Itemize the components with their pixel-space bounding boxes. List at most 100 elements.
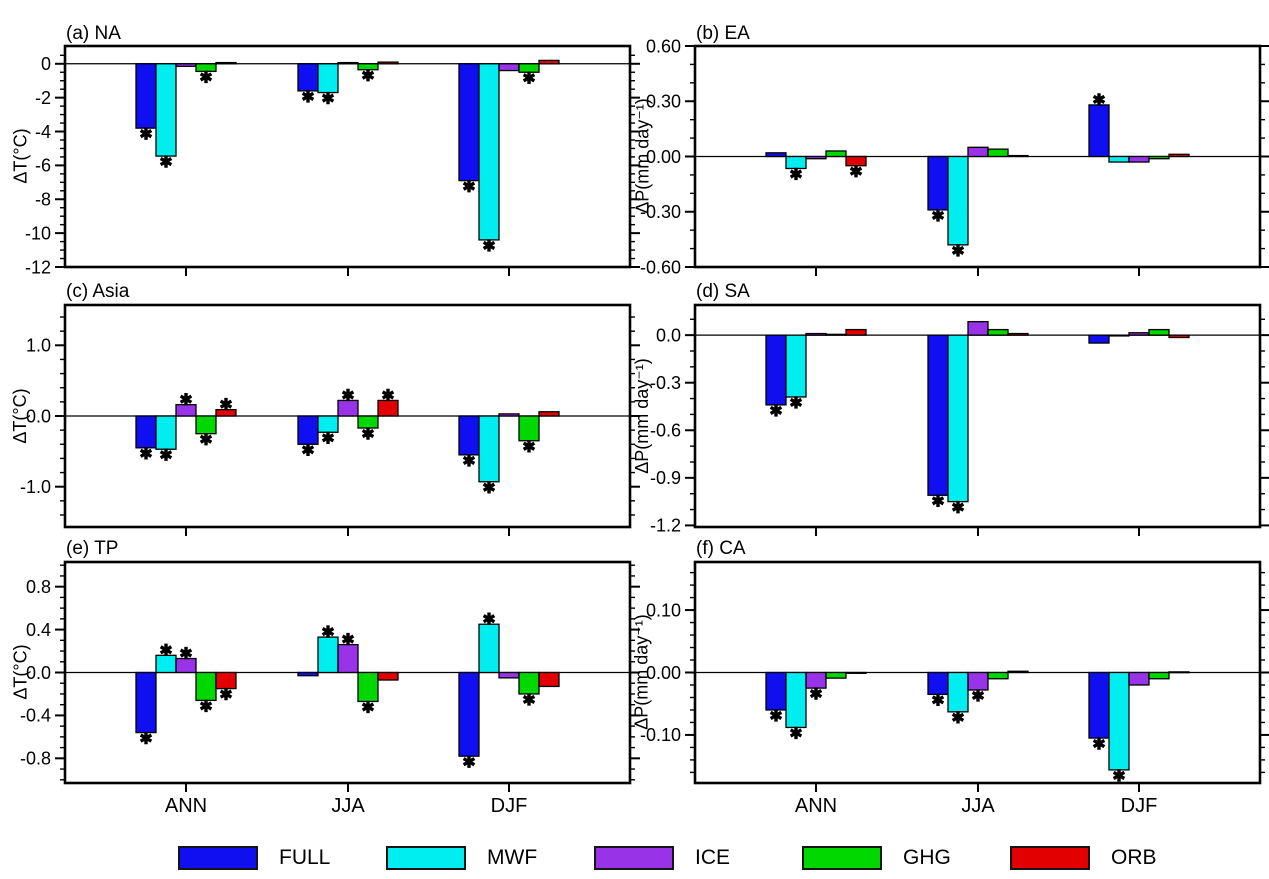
y-tick-label: 0.30 <box>646 92 681 112</box>
bar-e-ghg-ann <box>195 671 217 702</box>
bar-f-orb-jja <box>1007 670 1029 674</box>
bar-e-ghg-djf <box>518 671 540 695</box>
bar-a-ice-jja <box>337 61 359 65</box>
bar-c-full-jja <box>297 415 319 445</box>
x-tick-label-djf: DJF <box>491 795 528 817</box>
bar-f-ice-djf <box>1128 671 1150 686</box>
bar-a-mwf-djf <box>478 63 500 241</box>
bar-c-mwf-jja <box>317 415 339 433</box>
bar-a-ghg-jja <box>357 63 379 71</box>
sig-star-b-mwf-jja <box>951 244 965 257</box>
bar-c-orb-ann <box>215 408 237 417</box>
sig-star-a-mwf-ann <box>159 155 173 168</box>
bar-f-mwf-djf <box>1108 671 1130 771</box>
bar-b-ghg-jja <box>987 148 1009 158</box>
sig-star-f-full-djf <box>1092 737 1106 750</box>
sig-star-d-mwf-jja <box>951 500 965 514</box>
bar-c-mwf-ann <box>155 415 177 450</box>
bar-f-ice-ann <box>805 671 827 689</box>
bar-c-ghg-djf <box>518 415 540 442</box>
sig-star-d-full-jja <box>931 494 945 507</box>
bar-f-orb-djf <box>1168 671 1190 674</box>
bar-c-orb-djf <box>538 411 560 417</box>
bar-c-ice-djf <box>498 413 520 417</box>
bar-c-mwf-djf <box>478 415 500 483</box>
y-tick-label: -0.3 <box>650 373 681 393</box>
bar-d-orb-jja <box>1007 332 1029 336</box>
panel-title-b: (b) EA <box>696 23 750 44</box>
bar-a-ice-djf <box>498 63 520 72</box>
sig-star-c-orb-ann <box>219 397 233 411</box>
bar-e-mwf-djf <box>478 623 500 674</box>
y-tick-label: -1.0 <box>20 477 51 497</box>
bar-b-full-ann <box>765 152 787 158</box>
panel-title-f: (f) CA <box>696 538 746 559</box>
panel-title-d: (d) SA <box>696 281 750 302</box>
y-tick-label: -10 <box>25 223 51 243</box>
bar-c-ghg-jja <box>357 415 379 429</box>
sig-star-e-ghg-djf <box>522 693 536 706</box>
y-tick-label: -0.8 <box>20 749 51 769</box>
sig-star-a-full-jja <box>301 90 315 103</box>
y-tick-label: 0 <box>41 54 51 74</box>
x-tick-label-djf: DJF <box>1121 795 1158 817</box>
y-tick-label: 0.60 <box>646 36 681 56</box>
bar-a-full-jja <box>297 63 319 92</box>
sig-star-a-mwf-djf <box>482 239 496 252</box>
bar-d-mwf-jja <box>947 334 969 503</box>
bar-b-orb-djf <box>1168 153 1190 158</box>
sig-star-f-mwf-ann <box>789 726 803 740</box>
x-tick-label-jja: JJA <box>961 795 995 817</box>
y-axis-label-b: ΔP(mm day⁻¹) <box>632 98 653 214</box>
y-tick-label: 0.8 <box>26 577 51 597</box>
bar-e-full-djf <box>458 671 480 757</box>
bar-a-orb-ann <box>215 61 237 65</box>
bar-d-ghg-jja <box>987 328 1009 336</box>
y-tick-label: -12 <box>25 257 51 277</box>
panel-title-a: (a) NA <box>66 23 121 44</box>
sig-star-e-ice-ann <box>179 646 193 660</box>
y-tick-label: 0.10 <box>646 600 681 620</box>
y-tick-label: 0.0 <box>26 663 51 683</box>
y-tick-label: 0.00 <box>646 147 681 167</box>
sig-star-f-mwf-djf <box>1112 769 1126 782</box>
bar-e-ice-ann <box>175 657 197 674</box>
bar-d-ghg-djf <box>1148 328 1170 336</box>
bar-b-ice-djf <box>1128 155 1150 163</box>
bar-a-orb-djf <box>538 59 560 65</box>
sig-star-e-full-ann <box>139 731 153 745</box>
bar-d-ghg-ann <box>825 333 847 336</box>
y-tick-label: -0.4 <box>20 706 51 726</box>
sig-star-c-full-djf <box>462 454 476 467</box>
bar-a-ghg-ann <box>195 63 217 73</box>
sig-star-e-full-djf <box>462 755 476 768</box>
sig-star-a-mwf-jja <box>321 91 335 105</box>
y-tick-label: 0.4 <box>26 620 51 640</box>
bar-b-ghg-djf <box>1148 155 1170 160</box>
bar-b-mwf-djf <box>1108 155 1130 163</box>
bar-f-ghg-ann <box>825 671 847 679</box>
bar-c-ice-jja <box>337 399 359 417</box>
bar-c-full-ann <box>135 415 157 449</box>
bar-b-orb-jja <box>1007 154 1029 158</box>
x-tick-label-ann: ANN <box>165 795 207 817</box>
bar-e-mwf-ann <box>155 654 177 674</box>
bar-d-ice-jja <box>967 320 989 336</box>
panel-title-e: (e) TP <box>66 538 119 559</box>
bar-d-ice-djf <box>1128 332 1150 336</box>
bar-f-mwf-jja <box>947 671 969 713</box>
bar-e-ice-djf <box>498 671 520 679</box>
sig-star-c-ghg-ann <box>199 432 213 446</box>
y-axis-label-e: ΔT(°C) <box>10 644 31 700</box>
sig-star-e-mwf-jja <box>321 625 335 638</box>
sig-star-c-mwf-ann <box>159 448 173 461</box>
bar-b-ice-jja <box>967 146 989 158</box>
bar-e-orb-ann <box>215 671 237 690</box>
bar-c-orb-jja <box>377 399 399 417</box>
bar-d-orb-ann <box>845 328 867 336</box>
bar-a-ice-ann <box>175 63 197 67</box>
bar-d-orb-djf <box>1168 334 1190 339</box>
sig-star-e-mwf-ann <box>159 643 173 657</box>
